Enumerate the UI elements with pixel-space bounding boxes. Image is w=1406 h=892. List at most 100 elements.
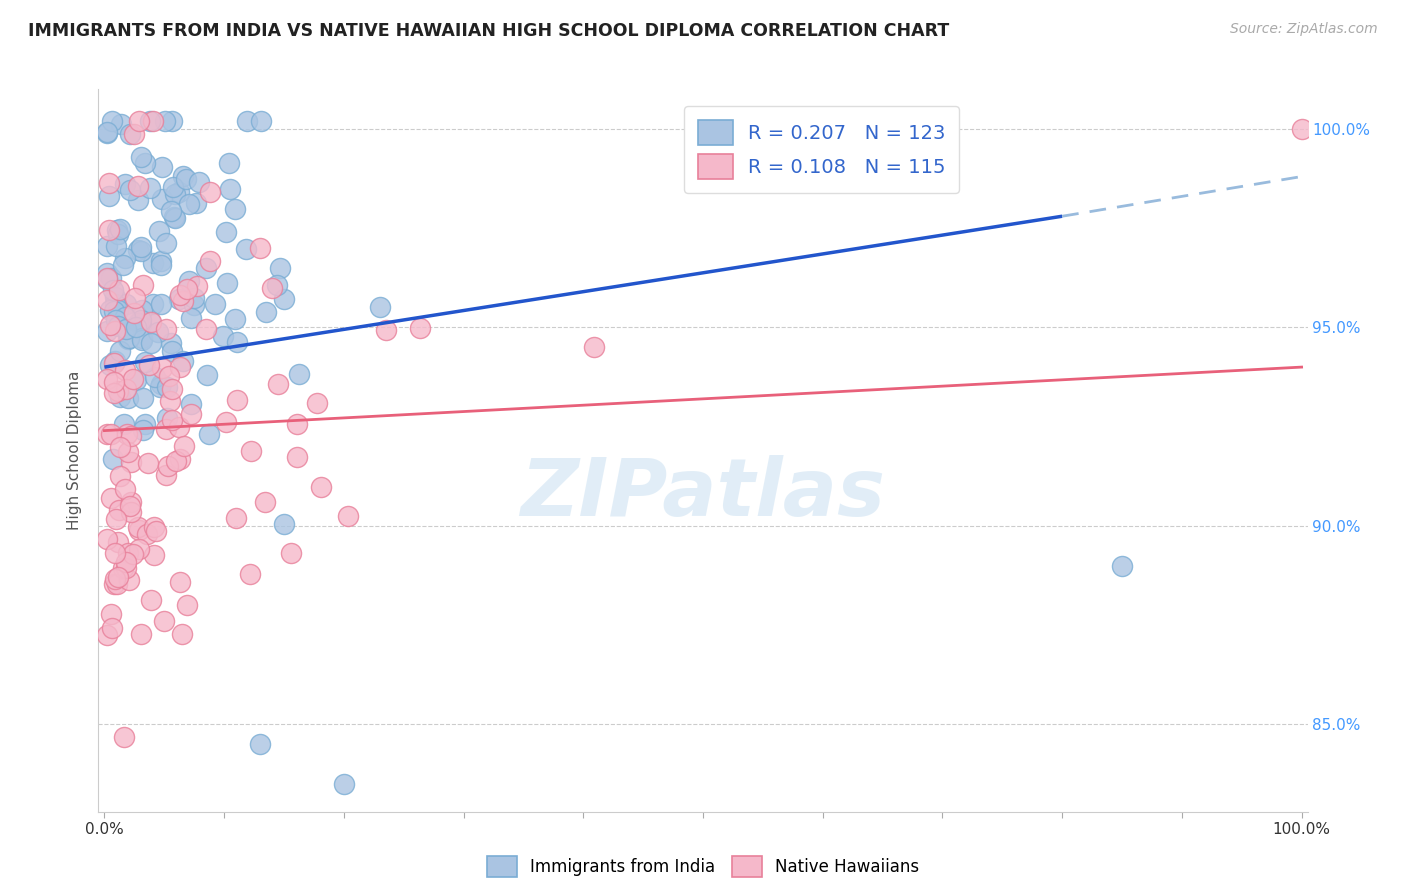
Point <box>287 450 309 464</box>
Point <box>121 505 143 519</box>
Point <box>176 598 198 612</box>
Point <box>110 117 132 131</box>
Point <box>150 160 173 174</box>
Point <box>117 332 139 346</box>
Point <box>96 126 118 140</box>
Point <box>100 318 122 333</box>
Point <box>217 276 239 290</box>
Point <box>225 393 247 408</box>
Point <box>183 298 205 312</box>
Point <box>273 516 295 531</box>
Point <box>105 239 128 253</box>
Point <box>226 335 249 350</box>
Point <box>142 297 165 311</box>
Point <box>129 150 152 164</box>
Point <box>183 291 205 305</box>
Point <box>112 417 135 431</box>
Point <box>204 297 226 311</box>
Point <box>143 548 166 562</box>
Point <box>169 359 191 374</box>
Point <box>136 456 159 470</box>
Point <box>125 319 148 334</box>
Point <box>108 222 131 236</box>
Point <box>103 355 125 369</box>
Point <box>170 627 193 641</box>
Point <box>224 202 246 216</box>
Point <box>104 324 127 338</box>
Point <box>142 255 165 269</box>
Point <box>120 494 142 508</box>
Point <box>120 455 142 469</box>
Point <box>146 326 169 340</box>
Point <box>253 495 276 509</box>
Point <box>131 331 153 345</box>
Point <box>121 547 143 561</box>
Point <box>103 376 125 390</box>
Point <box>96 324 118 338</box>
Point <box>97 176 120 190</box>
Point <box>114 251 136 265</box>
Point <box>117 426 139 441</box>
Point <box>163 187 186 202</box>
Point <box>239 567 262 582</box>
Point <box>107 570 129 584</box>
Point <box>198 185 221 199</box>
Point <box>211 328 233 343</box>
Point <box>96 125 118 139</box>
Point <box>118 500 141 514</box>
Point <box>159 856 181 871</box>
Point <box>172 353 194 368</box>
Point <box>156 411 179 425</box>
Point <box>101 452 124 467</box>
Point <box>96 532 118 546</box>
Point <box>176 172 198 186</box>
Point <box>114 555 136 569</box>
Point <box>103 577 125 591</box>
Point <box>112 730 135 744</box>
Point <box>107 384 129 399</box>
Point <box>96 270 118 285</box>
Point <box>172 169 194 184</box>
Point <box>107 535 129 549</box>
Point <box>122 306 145 320</box>
Point <box>101 621 124 635</box>
Point <box>180 311 202 326</box>
Point <box>187 175 209 189</box>
Point <box>111 561 134 575</box>
Point <box>266 277 288 292</box>
Point <box>107 318 129 333</box>
Point <box>104 572 127 586</box>
Point <box>155 114 177 128</box>
Point <box>124 373 146 387</box>
Point <box>269 261 291 276</box>
Point <box>138 314 160 328</box>
Point <box>135 526 157 541</box>
Point <box>114 297 136 311</box>
Point <box>118 331 141 345</box>
Point <box>159 393 181 408</box>
Point <box>96 239 118 253</box>
Point <box>127 243 149 257</box>
Point <box>150 192 173 206</box>
Point <box>336 509 359 524</box>
Point <box>273 292 295 306</box>
Point <box>150 297 173 311</box>
Point <box>132 391 155 405</box>
Point <box>100 426 122 441</box>
Point <box>120 429 142 443</box>
Point <box>288 368 311 382</box>
Point <box>98 189 121 203</box>
Point <box>103 386 125 401</box>
Point <box>214 415 236 429</box>
Point <box>157 458 180 473</box>
Point <box>167 292 190 306</box>
Point <box>169 420 191 434</box>
Point <box>583 340 606 354</box>
Point <box>129 312 152 326</box>
Text: Source: ZipAtlas.com: Source: ZipAtlas.com <box>1230 22 1378 37</box>
Point <box>169 287 191 301</box>
Point <box>215 225 238 239</box>
Point <box>235 242 257 256</box>
Point <box>219 182 242 196</box>
Text: IMMIGRANTS FROM INDIA VS NATIVE HAWAIIAN HIGH SCHOOL DIPLOMA CORRELATION CHART: IMMIGRANTS FROM INDIA VS NATIVE HAWAIIAN… <box>28 22 949 40</box>
